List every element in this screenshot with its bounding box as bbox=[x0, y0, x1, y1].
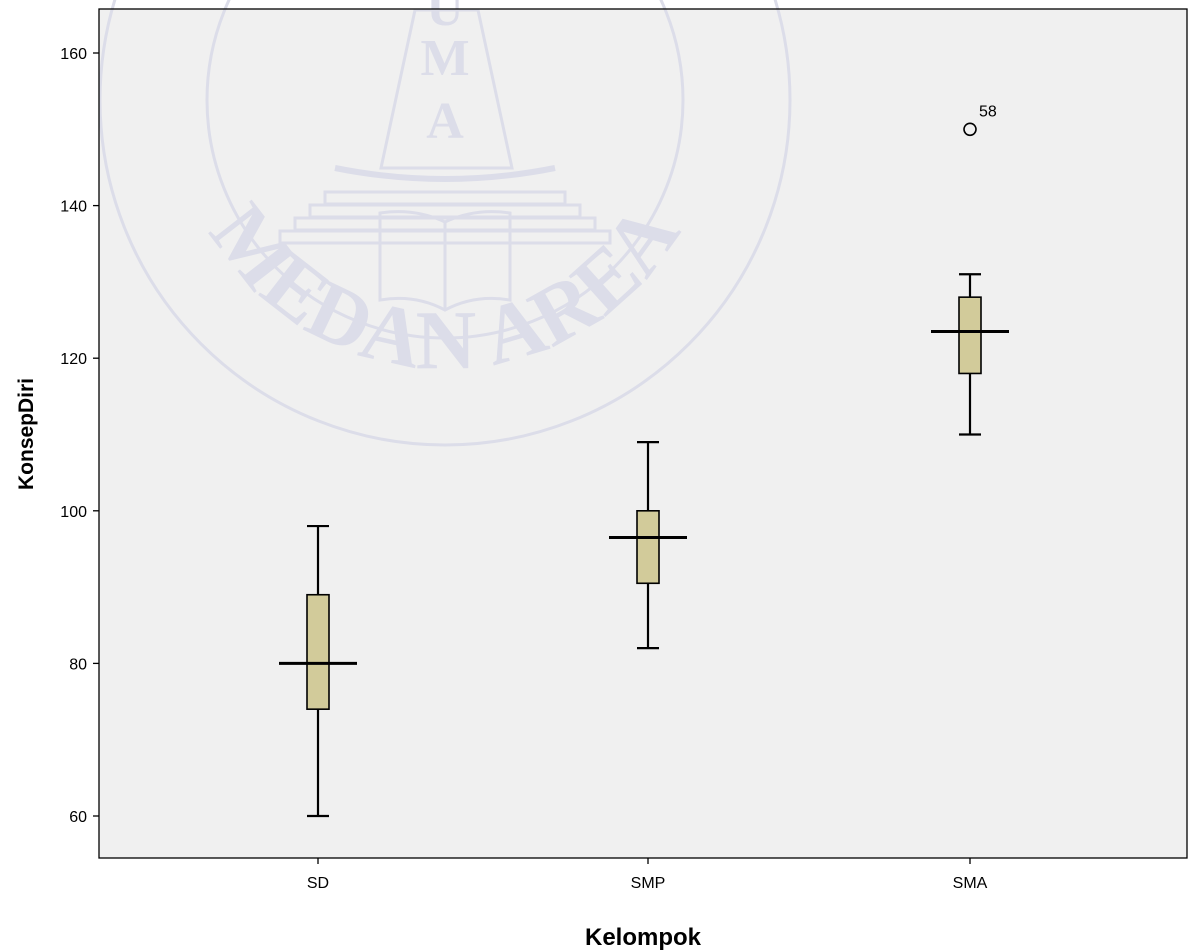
plot-frame bbox=[98, 8, 1188, 859]
watermark-letter: A bbox=[426, 93, 464, 150]
y-tick-label: 60 bbox=[69, 809, 87, 826]
y-tick-label: 140 bbox=[60, 199, 87, 216]
y-axis: 60 80 100 120 140 160 bbox=[60, 46, 99, 826]
y-tick-label: 160 bbox=[60, 46, 87, 63]
y-tick-label: 120 bbox=[60, 351, 87, 368]
iqr-box bbox=[306, 593, 330, 710]
outlier-point bbox=[963, 122, 977, 137]
y-axis-title: KonsepDiri bbox=[15, 378, 38, 490]
watermark-letter: M bbox=[420, 30, 469, 87]
watermark-letter: U bbox=[426, 0, 464, 37]
plot-area bbox=[99, 9, 1187, 858]
box-smp bbox=[609, 441, 687, 650]
y-tick-label: 100 bbox=[60, 504, 87, 521]
x-tick-label-sd: SD bbox=[307, 875, 329, 892]
x-tick-label-smp: SMP bbox=[631, 875, 666, 892]
box-sma bbox=[931, 273, 1009, 436]
box-series bbox=[279, 273, 1009, 818]
outlier-series: 58 bbox=[963, 103, 997, 137]
box-sd bbox=[279, 524, 357, 818]
iqr-box bbox=[636, 509, 660, 585]
outlier-label: 58 bbox=[979, 103, 997, 120]
iqr-box bbox=[958, 296, 982, 375]
x-axis: SD SMP SMA bbox=[307, 858, 988, 892]
y-tick-label: 80 bbox=[69, 656, 87, 673]
x-tick-label-sma: SMA bbox=[953, 875, 988, 892]
x-axis-title: Kelompok bbox=[585, 924, 702, 951]
